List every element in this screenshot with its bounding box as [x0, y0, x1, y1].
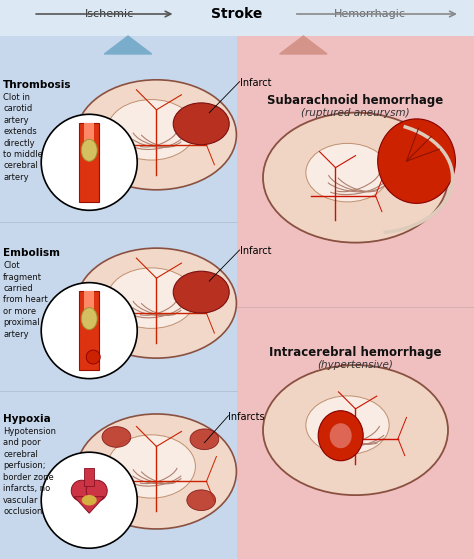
Text: (ruptured aneurysm): (ruptured aneurysm) — [301, 107, 410, 117]
Text: Infarct: Infarct — [240, 246, 271, 256]
Circle shape — [71, 480, 92, 501]
Text: Clot
fragment
carried
from heart
or more
proximal
artery: Clot fragment carried from heart or more… — [3, 261, 48, 339]
Ellipse shape — [102, 427, 131, 447]
Text: Infarcts: Infarcts — [228, 411, 265, 421]
Ellipse shape — [108, 100, 195, 160]
Bar — [79, 291, 99, 370]
Ellipse shape — [108, 268, 195, 328]
Ellipse shape — [108, 435, 195, 498]
Ellipse shape — [306, 396, 389, 454]
Ellipse shape — [173, 271, 229, 313]
Ellipse shape — [190, 429, 219, 449]
Bar — [84, 468, 94, 486]
Ellipse shape — [81, 139, 97, 162]
Ellipse shape — [187, 490, 216, 510]
Text: Stroke: Stroke — [211, 7, 263, 21]
Bar — [84, 123, 94, 149]
Ellipse shape — [76, 248, 237, 358]
Ellipse shape — [173, 103, 229, 145]
Text: Hypotension
and poor
cerebral
perfusion;
border zone
infarcts, no
vascular
occlu: Hypotension and poor cerebral perfusion;… — [3, 427, 56, 516]
Circle shape — [86, 350, 100, 364]
Bar — [84, 291, 94, 318]
Bar — [0, 0, 237, 559]
Text: Hemorrhagic: Hemorrhagic — [334, 9, 406, 19]
Circle shape — [41, 114, 137, 210]
Ellipse shape — [306, 143, 389, 202]
Bar — [237, 0, 474, 559]
Ellipse shape — [81, 307, 97, 330]
Ellipse shape — [330, 423, 352, 448]
Text: (hypertensive): (hypertensive) — [318, 360, 393, 370]
Ellipse shape — [318, 411, 363, 461]
Bar — [0, 0, 474, 36]
Text: Clot in
carotid
artery
extends
directly
to middle
cerebral
artery: Clot in carotid artery extends directly … — [3, 93, 43, 182]
Ellipse shape — [76, 414, 237, 529]
Ellipse shape — [76, 80, 237, 190]
Text: Embolism: Embolism — [3, 248, 60, 258]
Circle shape — [86, 480, 107, 501]
Ellipse shape — [263, 365, 448, 495]
Text: Ischemic: Ischemic — [84, 9, 134, 19]
Text: Thrombosis: Thrombosis — [3, 80, 72, 90]
Text: Hypoxia: Hypoxia — [3, 414, 51, 424]
Circle shape — [41, 283, 137, 378]
Ellipse shape — [263, 112, 448, 243]
Polygon shape — [280, 36, 327, 54]
Polygon shape — [74, 497, 104, 513]
Ellipse shape — [82, 495, 97, 505]
Text: Intracerebral hemorrhage: Intracerebral hemorrhage — [269, 346, 442, 359]
Text: Subarachnoid hemorrhage: Subarachnoid hemorrhage — [267, 93, 444, 107]
Circle shape — [41, 452, 137, 548]
Text: Infarct: Infarct — [240, 78, 271, 88]
Polygon shape — [104, 36, 152, 54]
Bar — [79, 123, 99, 202]
Ellipse shape — [378, 119, 456, 203]
